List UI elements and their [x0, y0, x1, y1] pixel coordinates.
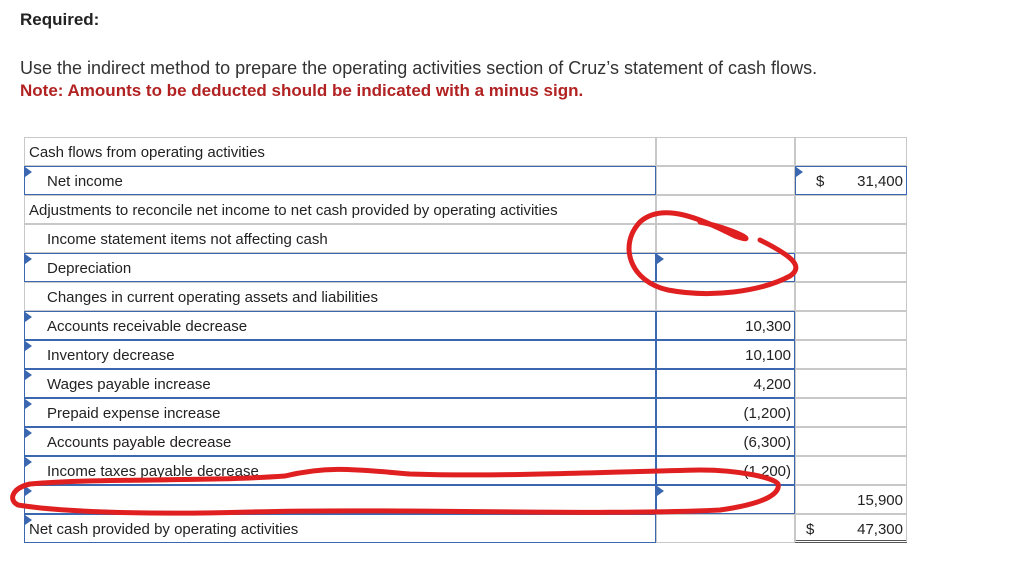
- accounts-receivable-label[interactable]: Accounts receivable decrease: [24, 311, 656, 340]
- inventory-label[interactable]: Inventory decrease: [24, 340, 656, 369]
- accounts-payable-input[interactable]: (6,300): [656, 427, 795, 456]
- blank-row-label[interactable]: [24, 485, 656, 514]
- blank-row-input[interactable]: [656, 485, 795, 514]
- depreciation-label[interactable]: Depreciation: [24, 253, 656, 282]
- wages-payable-label[interactable]: Wages payable increase: [24, 369, 656, 398]
- table-row: Depreciation: [24, 253, 907, 282]
- accounts-payable-label[interactable]: Accounts payable decrease: [24, 427, 656, 456]
- adjustments-label: Adjustments to reconcile net income to n…: [24, 195, 656, 224]
- required-heading: Required:: [20, 10, 100, 29]
- table-row: Wages payable increase 4,200: [24, 369, 907, 398]
- net-cash-label[interactable]: Net cash provided by operating activitie…: [24, 514, 656, 543]
- note-text: Note: Amounts to be deducted should be i…: [20, 81, 584, 100]
- income-taxes-payable-input[interactable]: (1,200): [656, 456, 795, 485]
- depreciation-input[interactable]: [656, 253, 795, 282]
- net-cash-value: 47,300: [857, 521, 903, 538]
- net-cash-total: $ 47,300: [795, 514, 907, 543]
- prepaid-expense-label[interactable]: Prepaid expense increase: [24, 398, 656, 427]
- net-income-currency: $: [816, 173, 825, 190]
- changes-label: Changes in current operating assets and …: [24, 282, 656, 311]
- prepaid-expense-input[interactable]: (1,200): [656, 398, 795, 427]
- table-row: Prepaid expense increase (1,200): [24, 398, 907, 427]
- table-row: Income taxes payable decrease (1,200): [24, 456, 907, 485]
- table-row: Inventory decrease 10,100: [24, 340, 907, 369]
- wages-payable-input[interactable]: 4,200: [656, 369, 795, 398]
- table-row: Net cash provided by operating activitie…: [24, 514, 907, 543]
- net-income-value: 31,400: [857, 173, 903, 190]
- table-row: Accounts receivable decrease 10,300: [24, 311, 907, 340]
- net-income-label[interactable]: Net income: [24, 166, 656, 195]
- income-taxes-payable-label[interactable]: Income taxes payable decrease: [24, 456, 656, 485]
- net-cash-currency: $: [806, 521, 815, 538]
- table-row: Changes in current operating assets and …: [24, 282, 907, 311]
- instruction-text: Use the indirect method to prepare the o…: [20, 58, 818, 78]
- section-title: Cash flows from operating activities: [24, 137, 656, 166]
- accounts-receivable-input[interactable]: 10,300: [656, 311, 795, 340]
- table-row: 15,900: [24, 485, 907, 514]
- total-adjustments: 15,900: [795, 485, 907, 514]
- table-row: Net income $ 31,400: [24, 166, 907, 195]
- noncash-label: Income statement items not affecting cas…: [24, 224, 656, 253]
- inventory-input[interactable]: 10,100: [656, 340, 795, 369]
- table-row: Cash flows from operating activities: [24, 137, 907, 166]
- net-income-input[interactable]: $ 31,400: [795, 166, 907, 195]
- table-row: Adjustments to reconcile net income to n…: [24, 195, 907, 224]
- table-row: Accounts payable decrease (6,300): [24, 427, 907, 456]
- table-row: Income statement items not affecting cas…: [24, 224, 907, 253]
